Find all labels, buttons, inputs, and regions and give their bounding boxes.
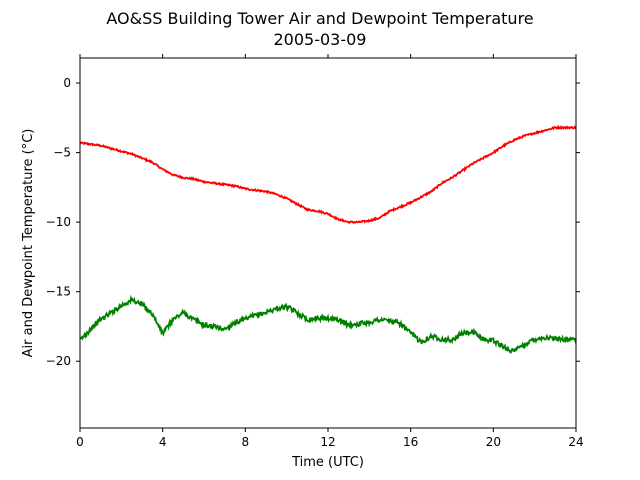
x-tick-label: 12 <box>320 435 335 449</box>
y-tick-label: −10 <box>46 215 71 229</box>
y-tick-label: 0 <box>63 76 71 90</box>
x-tick-label: 16 <box>403 435 418 449</box>
x-tick-label: 4 <box>159 435 167 449</box>
plot-area <box>79 124 577 354</box>
x-axis-label: Time (UTC) <box>291 455 364 470</box>
chart-title: AO&SS Building Tower Air and Dewpoint Te… <box>106 9 533 28</box>
x-tick-label: 24 <box>568 435 583 449</box>
series-line-2 <box>79 294 577 354</box>
chart-subtitle: 2005-03-09 <box>274 30 367 49</box>
plot-frame <box>79 57 577 429</box>
y-tick-label: −20 <box>46 354 71 368</box>
y-tick-label: −5 <box>53 146 71 160</box>
x-tick-label: 8 <box>242 435 250 449</box>
y-axis-label: Air and Dewpoint Temperature (°C) <box>21 129 36 358</box>
series-line-1 <box>79 124 577 225</box>
x-tick-label: 0 <box>76 435 84 449</box>
x-tick-label: 20 <box>486 435 501 449</box>
y-tick-label: −15 <box>46 285 71 299</box>
axis-ticks: 0 4 8 12 16 20 24 0 −5 −10 −15 −20 <box>46 54 584 449</box>
